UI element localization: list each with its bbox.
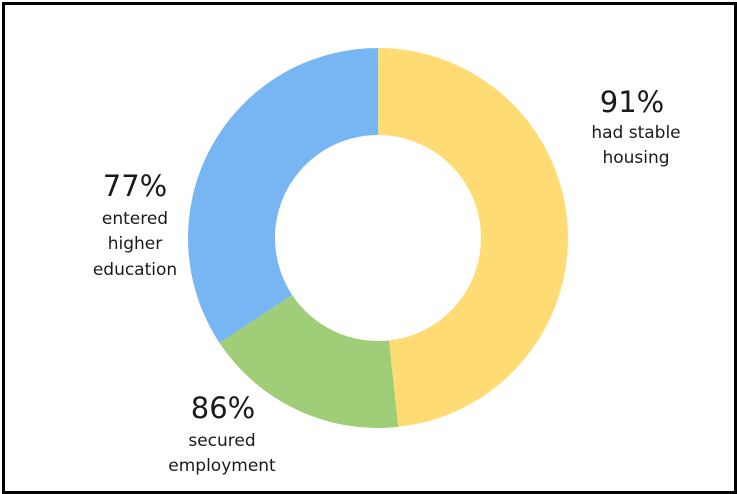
value-label-employment: 86% [191, 391, 255, 425]
label-housing-line1: had stable [591, 123, 680, 143]
slice-employment [219, 294, 399, 428]
value-label-housing: 91% [600, 85, 664, 119]
label-group-housing: 91% had stable housing [591, 85, 680, 168]
label-group-employment: 86% secured employment [168, 391, 276, 476]
label-education-line1: entered [102, 209, 168, 229]
label-group-education: 77% entered higher education [93, 169, 177, 280]
label-education-line3: education [93, 260, 177, 280]
value-label-education: 77% [103, 169, 167, 203]
slice-housing [378, 48, 569, 427]
slice-education [187, 48, 378, 343]
label-education-line2: higher [108, 234, 163, 254]
donut-slices [187, 48, 569, 428]
label-employment-line2: employment [168, 456, 276, 476]
label-housing-line2: housing [602, 148, 669, 168]
label-employment-line1: secured [188, 431, 255, 451]
